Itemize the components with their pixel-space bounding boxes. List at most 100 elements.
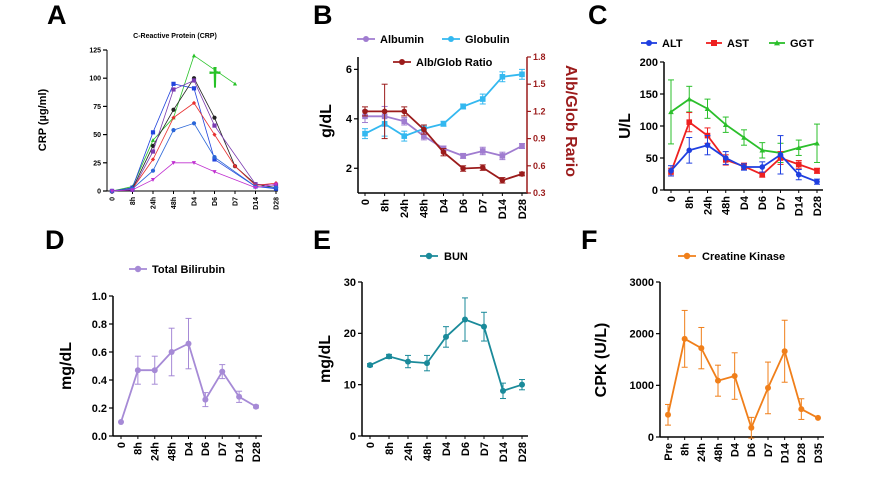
cpk-chart: 0 1000 2000 3000 Pre 8h 24h 48h D4 D6 D7 D14 D28 D35 C… — [593, 251, 825, 463]
enzyme-y-tick-label: 200 — [640, 57, 658, 69]
bun-y-tick-label: 20 — [344, 328, 356, 340]
crp-data-point — [171, 107, 176, 112]
bun-data-point — [443, 333, 449, 340]
bilirubin-x-tick-label: D28 — [251, 442, 263, 462]
crp-data-point — [150, 130, 156, 135]
enzyme-x-tick-label: D7 — [775, 196, 787, 210]
protein-x-tick-label: D6 — [458, 199, 470, 213]
bilirubin-data-point — [134, 367, 141, 374]
y2-axis-label: Alb/Glob Rario — [562, 65, 579, 177]
crp-data-point — [191, 78, 197, 83]
bun-x-tick-label: D4 — [441, 441, 453, 456]
legend-swatch-marker — [711, 40, 717, 46]
cpk-x-tick-label: Pre — [663, 443, 675, 461]
bilirubin-data-point — [118, 419, 124, 425]
cpk-y-tick-label: 0 — [648, 432, 654, 444]
bilirubin-x-tick-label: D7 — [217, 442, 229, 456]
crp-data-point — [150, 138, 156, 142]
legend-swatch-marker — [425, 252, 433, 260]
crp-data-point — [130, 188, 135, 192]
crp-x-tick-label: D6 — [212, 197, 219, 206]
enzyme-data-point — [759, 147, 766, 153]
enzyme-data-point — [668, 168, 674, 174]
bun-chart: 0 10 20 30 0 8h 24h 48h D4 D6 D7 D14 D28 mg/dL BUN — [317, 251, 529, 462]
crp-data-point — [150, 149, 156, 154]
protein-data-point — [519, 171, 525, 177]
bilirubin-y-tick-label: 0.4 — [92, 375, 108, 387]
bun-data-point — [481, 323, 487, 330]
cpk-data-point — [815, 414, 821, 421]
crp-data-point — [171, 115, 176, 120]
enzyme-y-tick-label: 50 — [646, 153, 658, 165]
crp-data-point — [191, 86, 197, 91]
cpk-x-tick-label: 24h — [696, 443, 708, 462]
protein-data-point — [460, 103, 466, 110]
crp-data-point — [212, 170, 217, 174]
crp-data-point — [232, 164, 238, 169]
panel-letter-e: E — [313, 225, 331, 255]
crp-x-tick-label: D28 — [273, 197, 280, 210]
legend-label: Albumin — [380, 34, 424, 46]
protein-data-point — [421, 133, 427, 139]
enzyme-data-point — [704, 105, 711, 111]
bun-x-tick-label: 24h — [403, 442, 415, 461]
crp-data-point — [171, 87, 176, 92]
enzyme-data-point — [686, 96, 693, 102]
cpk-data-point — [698, 345, 705, 352]
crp-x-tick-label: D7 — [232, 197, 239, 206]
legend-swatch-marker — [448, 36, 454, 42]
bilirubin-x-tick-label: D6 — [200, 442, 212, 456]
crp-y-tick-label: 75 — [93, 104, 101, 111]
crp-series-line — [111, 162, 277, 192]
protein-data-point — [362, 108, 368, 115]
bun-data-point — [462, 316, 468, 323]
protein-data-point — [499, 177, 506, 184]
crp-data-point — [150, 143, 156, 148]
crp-x-tick-label: 24h — [150, 197, 157, 209]
bun-x-tick-label: D7 — [479, 442, 491, 456]
crp-x-tick-label: 8h — [130, 197, 137, 205]
bilirubin-data-point — [202, 396, 209, 403]
bun-x-tick-label: D28 — [517, 442, 529, 462]
legend-label: BUN — [444, 251, 468, 263]
cpk-y-tick-label: 3000 — [630, 277, 654, 289]
crp-y-tick-label: 125 — [89, 47, 101, 54]
enzyme-data-point — [795, 171, 802, 178]
legend-label: Total Bilirubin — [152, 264, 225, 276]
crp-data-point — [232, 81, 238, 86]
protein-data-point — [460, 165, 466, 172]
enzyme-data-point — [686, 119, 693, 125]
crp-data-point — [212, 155, 217, 160]
bilirubin-x-tick-label: 0 — [116, 442, 128, 448]
enzyme-data-point — [704, 142, 711, 148]
bun-data-point — [500, 387, 506, 394]
cpk-x-tick-label: D35 — [813, 443, 825, 463]
enzyme-y-tick-label: 150 — [640, 89, 658, 101]
protein-data-point — [440, 120, 447, 127]
protein-y-tick-label: 4 — [346, 114, 353, 126]
bun-x-tick-label: 48h — [422, 442, 434, 461]
legend-label: ALT — [662, 38, 683, 50]
protein-y2-tick-label: 0.6 — [533, 161, 546, 171]
bun-y-tick-label: 10 — [344, 380, 356, 392]
chart-title: C-Reactive Protein (CRP) — [133, 33, 217, 40]
protein-y-tick-label: 2 — [346, 163, 352, 175]
bilirubin-x-tick-label: D4 — [183, 441, 195, 456]
crp-data-point — [191, 121, 197, 126]
legend-label: AST — [727, 38, 749, 50]
crp-data-point — [212, 132, 217, 137]
crp-y-tick-label: 0 — [97, 188, 101, 195]
crp-data-point — [212, 123, 217, 128]
protein-data-point — [479, 96, 486, 102]
crp-data-point — [253, 185, 258, 190]
cpk-x-tick-label: D28 — [796, 443, 808, 463]
enzyme-x-tick-label: 8h — [684, 196, 696, 209]
protein-y2-tick-label: 1.5 — [533, 79, 546, 89]
protein-x-tick-label: D4 — [438, 198, 450, 213]
legend-swatch-marker — [134, 265, 142, 273]
crp-x-tick-label: D4 — [191, 197, 198, 206]
enzyme-data-point — [814, 178, 820, 185]
enzyme-x-tick-label: 24h — [702, 196, 714, 215]
protein-y2-tick-label: 1.2 — [533, 106, 546, 116]
